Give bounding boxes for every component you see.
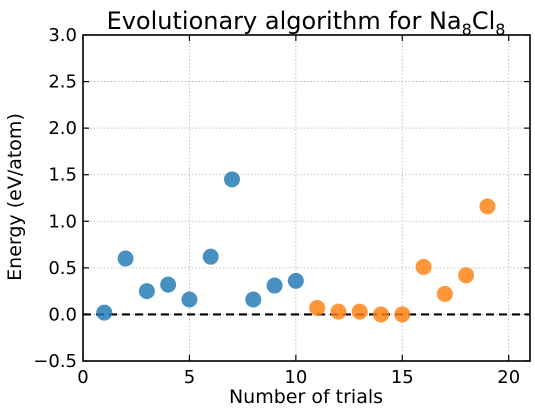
y-tick-label: 2.5 xyxy=(48,72,77,93)
data-point xyxy=(394,306,411,323)
x-tick-label: 15 xyxy=(391,367,414,388)
data-point xyxy=(202,248,219,265)
chart-title-mid: Cl xyxy=(472,7,495,35)
x-tick-label: 10 xyxy=(284,367,307,388)
data-point xyxy=(415,258,432,275)
y-tick-label: 0.5 xyxy=(48,258,77,279)
chart-title-subscript-1: 8 xyxy=(462,20,472,39)
y-tick-label: 2.0 xyxy=(48,118,77,139)
chart-title-prefix: Evolutionary algorithm for Na xyxy=(107,7,462,35)
data-point xyxy=(287,272,304,289)
y-tick-label: 0.0 xyxy=(48,304,77,325)
chart-title: Evolutionary algorithm for Na8Cl8 xyxy=(107,7,506,39)
data-point xyxy=(96,304,113,321)
y-tick-label: 1.0 xyxy=(48,211,77,232)
gridlines xyxy=(82,34,530,362)
data-point xyxy=(458,267,475,284)
data-point xyxy=(373,306,389,323)
plot-frame xyxy=(82,34,531,362)
data-point xyxy=(351,303,368,320)
data-point xyxy=(266,277,283,294)
data-point xyxy=(436,285,453,302)
data-point xyxy=(245,291,262,308)
y-tick-label: 1.5 xyxy=(48,165,77,186)
y-tick-label: −0.5 xyxy=(33,351,77,372)
data-point xyxy=(181,291,198,308)
data-point xyxy=(224,171,240,188)
data-point xyxy=(117,250,134,267)
data-point xyxy=(160,276,177,293)
x-tick-label: 20 xyxy=(497,367,520,388)
x-axis-ticks: 0 5 10 15 20 xyxy=(77,35,520,388)
x-tick-label: 5 xyxy=(184,367,195,388)
x-tick-label: 0 xyxy=(77,367,88,388)
y-axis-label: Energy (eV/atom) xyxy=(4,113,26,281)
data-points xyxy=(96,171,496,323)
x-axis-label: Number of trials xyxy=(229,386,383,408)
data-point xyxy=(138,283,155,300)
data-point xyxy=(479,198,496,215)
data-point xyxy=(330,303,347,320)
y-tick-label: 3.0 xyxy=(48,25,77,46)
data-point xyxy=(309,299,326,316)
chart-title-subscript-2: 8 xyxy=(495,20,505,39)
y-axis-ticks: −0.5 0.0 0.5 1.0 1.5 2.0 2.5 3.0 xyxy=(33,25,530,372)
